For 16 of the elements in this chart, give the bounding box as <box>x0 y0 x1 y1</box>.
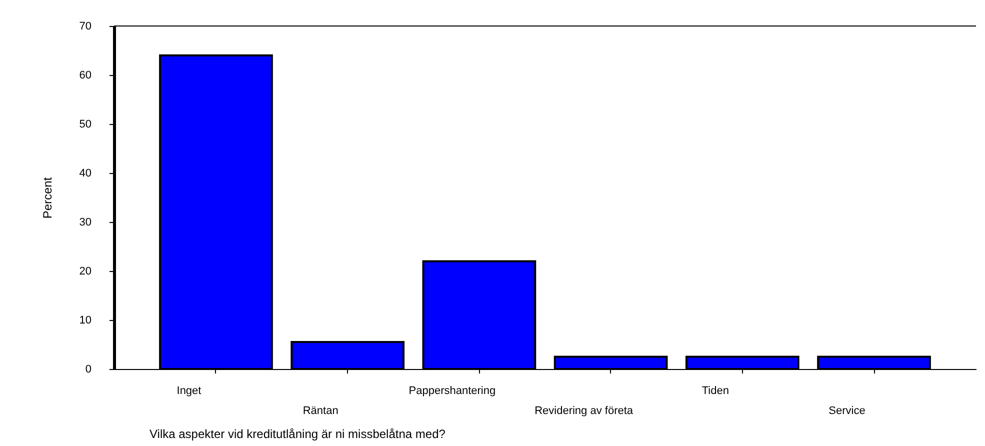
x-tick-label: Räntan <box>302 405 338 417</box>
x-tick-label: Service <box>828 405 866 417</box>
y-tick-label: 10 <box>79 314 92 326</box>
x-tick-label: Tiden <box>702 385 729 397</box>
x-axis-title: Vilka aspekter vid kreditutlåning är ni missbelåtna med? <box>150 427 446 441</box>
y-tick-label: 20 <box>79 266 92 278</box>
x-tick-label: Pappershantering <box>408 385 496 397</box>
y-tick-label: 70 <box>79 20 92 32</box>
y-tick-label: 30 <box>79 216 92 228</box>
y-axis-title: Percent <box>40 176 54 219</box>
x-tick-label: Inget <box>176 385 202 397</box>
y-tick-label: 50 <box>79 118 92 130</box>
y-tick-label: 0 <box>85 364 92 376</box>
x-tick-label: Revidering av företa <box>534 405 634 417</box>
y-tick-label: 40 <box>79 168 92 180</box>
y-tick-label: 60 <box>79 70 92 82</box>
